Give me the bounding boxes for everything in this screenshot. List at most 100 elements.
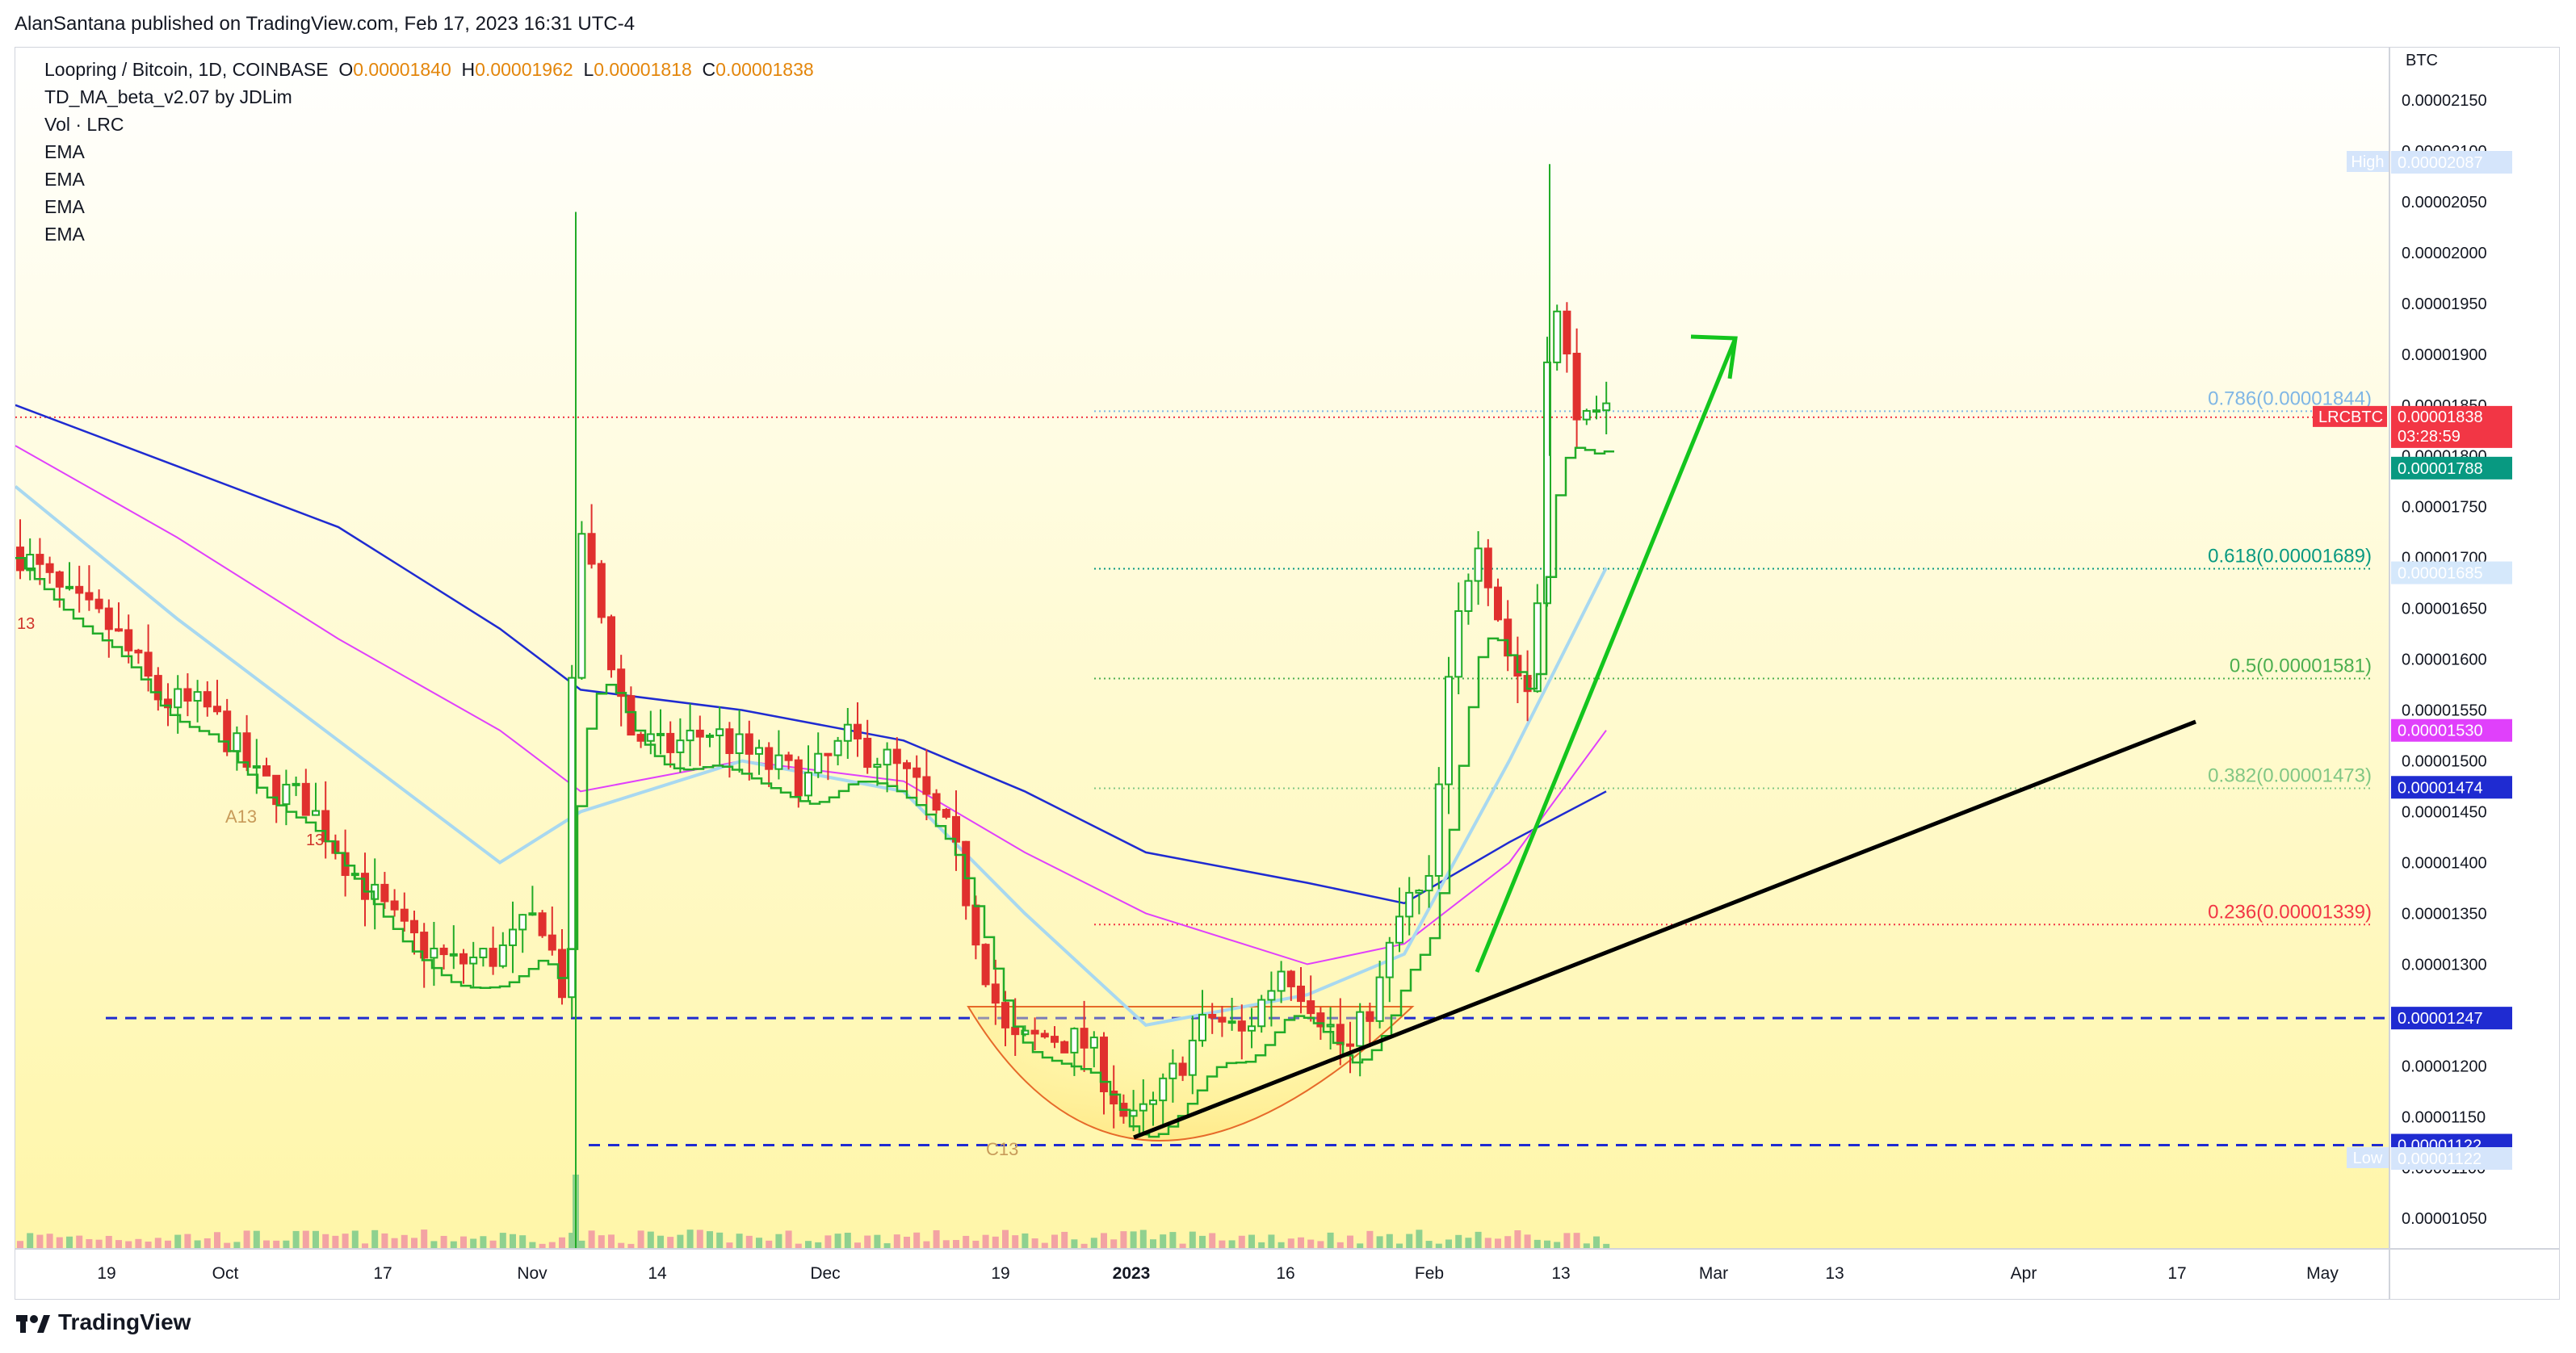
volume-bar <box>145 1242 152 1249</box>
candle-body <box>1445 676 1453 785</box>
volume-bar <box>1160 1234 1167 1249</box>
annotation-a13: A13 <box>225 806 257 827</box>
candle-body <box>459 953 468 965</box>
candle-body <box>883 748 892 766</box>
volume-bar <box>1396 1243 1403 1249</box>
price-tick-label: 0.00002000 <box>2402 245 2487 262</box>
fib-level-label: 0.5(0.00001581) <box>2230 656 2372 677</box>
volume-bar <box>351 1230 359 1249</box>
price-tag <box>2391 151 2512 174</box>
price-tick-label: 0.00001300 <box>2402 956 2487 974</box>
volume-bar <box>1554 1242 1561 1249</box>
high-label: H <box>461 59 476 80</box>
price-tick-label: 0.00001050 <box>2402 1210 2487 1228</box>
candle-body <box>1415 890 1424 894</box>
volume-bar <box>76 1235 83 1249</box>
candle-body <box>715 728 724 737</box>
price-axis[interactable]: 0.000021500.000021000.000020500.00002000… <box>2402 92 2487 1228</box>
fib-level-label: 0.786(0.00001844) <box>2208 387 2372 409</box>
volume-bar <box>154 1238 162 1249</box>
time-axis[interactable]: 19 Oct 17 Nov 14 Dec 19 2023 16 Feb 13 Mar 13 Apr 17 Ma… <box>97 1264 2339 1283</box>
volume-bar <box>548 1242 556 1249</box>
price-tick-label: 0.00001600 <box>2402 651 2487 669</box>
volume-bar <box>854 1242 861 1249</box>
legend-indicator-ema-1[interactable]: EMA <box>44 141 85 162</box>
legend-indicator-ema-3[interactable]: EMA <box>44 196 85 217</box>
candle-body <box>410 919 418 934</box>
candle-body <box>203 691 212 708</box>
volume-bar <box>165 1240 171 1249</box>
price-tag-value: 0.00001474 <box>2398 779 2483 797</box>
trendline-black[interactable] <box>1133 719 2196 1140</box>
candle-body <box>528 912 537 916</box>
volume-bar <box>1209 1233 1216 1249</box>
candle-body <box>676 739 685 753</box>
price-chart[interactable]: 0.786(0.00001844) 0.618(0.00001689) 0.5(0.… <box>15 48 2559 1299</box>
legend-indicator-ema-2[interactable]: EMA <box>44 169 85 190</box>
volume-bar <box>1563 1233 1571 1249</box>
volume-bar <box>568 1233 576 1249</box>
candle-body <box>804 772 812 797</box>
candle-body <box>538 912 547 936</box>
legend-indicator-tdma[interactable]: TD_MA_beta_v2.07 by JDLim <box>44 86 292 107</box>
volume-bar <box>1544 1240 1550 1249</box>
candle-body <box>1434 783 1443 877</box>
volume-bar <box>1573 1233 1580 1249</box>
volume-bar <box>1228 1240 1236 1249</box>
volume-bar <box>874 1234 881 1249</box>
currency-label: BTC <box>2406 52 2438 69</box>
candle-body <box>115 628 123 632</box>
volume-bar <box>381 1233 388 1249</box>
volume-bar <box>362 1243 368 1249</box>
low-value: 0.00001818 <box>594 59 692 80</box>
candle-body <box>94 598 103 609</box>
candle-body <box>686 729 694 742</box>
volume-bar <box>627 1243 635 1249</box>
volume-bar <box>933 1229 940 1249</box>
volume-bar <box>1366 1230 1374 1249</box>
candle-body <box>824 752 833 756</box>
candle-body <box>1336 1024 1345 1045</box>
candle-body <box>1385 941 1394 978</box>
volume-bar <box>1022 1233 1029 1249</box>
volume-bar <box>440 1235 447 1249</box>
price-tick-label: 0.00001950 <box>2402 295 2487 313</box>
legend-indicator-ema-4[interactable]: EMA <box>44 224 85 245</box>
volume-bar <box>214 1232 220 1249</box>
time-tick-label: 13 <box>1825 1264 1844 1283</box>
open-label: O <box>338 59 354 80</box>
candle-body <box>1592 409 1601 413</box>
legend-symbol: Loopring / Bitcoin, 1D, COINBASE <box>44 59 329 80</box>
candle-body <box>1089 1037 1098 1049</box>
volume-bar <box>292 1230 300 1249</box>
tradingview-logo[interactable]: TradingView <box>16 1309 191 1335</box>
candle-body <box>36 554 44 565</box>
legend-indicator-volume[interactable]: Vol · LRC <box>44 114 124 135</box>
candle-body <box>1356 1011 1365 1047</box>
legend-symbol-row: Loopring / Bitcoin, 1D, COINBASE O 0.0000… <box>44 59 814 81</box>
candle-body <box>755 747 763 755</box>
volume-bar <box>942 1240 950 1249</box>
volume-bar <box>982 1234 989 1249</box>
time-tick-label: 19 <box>97 1264 115 1283</box>
candle-body <box>657 732 665 736</box>
candle-body <box>1454 609 1463 678</box>
volume-bar <box>1435 1243 1442 1249</box>
volume-bar <box>233 1242 241 1249</box>
volume-bar <box>95 1239 103 1249</box>
candle-body <box>144 651 153 677</box>
volume-bar <box>1307 1239 1315 1249</box>
chart-frame[interactable]: 0.786(0.00001844) 0.618(0.00001689) 0.5(0.… <box>15 47 2560 1300</box>
candle-body <box>1464 580 1473 612</box>
candle-body <box>784 754 793 761</box>
countdown-timer: 03:28:59 <box>2398 428 2461 446</box>
candle-body <box>479 948 488 958</box>
trendline-green[interactable] <box>1475 337 1738 973</box>
candle-body <box>695 729 704 738</box>
tradingview-logo-text: TradingView <box>58 1309 191 1334</box>
volume-bar <box>273 1240 280 1249</box>
close-value: 0.00001838 <box>715 59 814 80</box>
volume-bar <box>657 1235 664 1249</box>
volume-bar <box>1139 1229 1147 1249</box>
volume-bar <box>1484 1238 1491 1249</box>
